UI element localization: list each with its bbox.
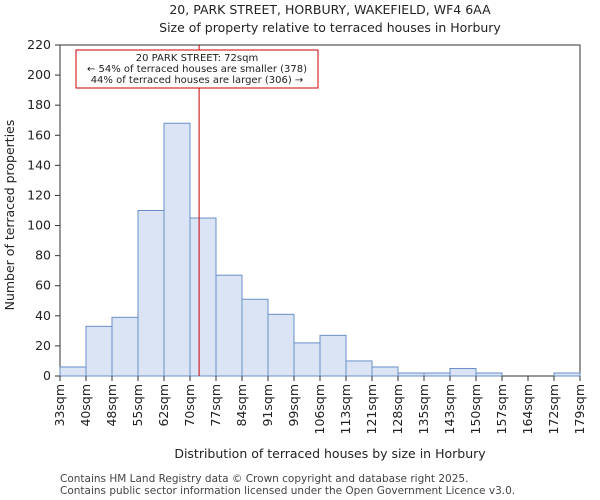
x-tick-label-106sqm: 106sqm xyxy=(312,384,327,434)
x-tick-label-157sqm: 157sqm xyxy=(494,384,509,434)
y-tick-label-20: 20 xyxy=(35,338,51,353)
footer-line-1: Contains HM Land Registry data © Crown c… xyxy=(60,473,469,485)
annotation-border xyxy=(75,49,319,89)
bar-106sqm xyxy=(319,334,347,377)
y-tick-label-220: 220 xyxy=(27,37,51,52)
annotation-line-3: 44% of terraced houses are larger (306) … xyxy=(91,75,304,86)
bar-121sqm xyxy=(371,366,399,377)
bar-143sqm xyxy=(449,367,477,377)
x-tick-label-48sqm: 48sqm xyxy=(104,384,119,427)
bar-172sqm xyxy=(553,372,581,377)
bar-91sqm xyxy=(267,313,295,377)
x-tick-label-91sqm: 91sqm xyxy=(260,384,275,427)
y-axis-label: Number of terraced properties xyxy=(2,120,17,311)
bar-84sqm xyxy=(241,298,269,377)
bar-48sqm xyxy=(111,316,139,377)
bar-99sqm xyxy=(293,342,321,377)
x-tick-label-62sqm: 62sqm xyxy=(156,384,171,427)
bar-55sqm xyxy=(137,210,165,377)
footer-line-2: Contains public sector information licen… xyxy=(60,485,516,497)
annotation-line-2: ← 54% of terraced houses are smaller (37… xyxy=(87,64,307,75)
bar-77sqm xyxy=(215,274,243,377)
x-tick-label-179sqm: 179sqm xyxy=(572,384,587,434)
bar-150sqm xyxy=(475,372,503,377)
y-tick-label-200: 200 xyxy=(27,67,51,82)
x-tick-label-164sqm: 164sqm xyxy=(520,384,535,434)
x-tick-label-55sqm: 55sqm xyxy=(130,384,145,427)
bars-group xyxy=(59,122,581,377)
bar-70sqm xyxy=(189,217,217,377)
bar-128sqm xyxy=(397,372,425,377)
y-axis-ticks: 0 20 40 60 80 100 120 140 160 180 200 220 xyxy=(27,37,60,383)
x-tick-label-143sqm: 143sqm xyxy=(442,384,457,434)
x-tick-label-121sqm: 121sqm xyxy=(364,384,379,434)
bar-40sqm xyxy=(85,325,113,377)
x-tick-label-70sqm: 70sqm xyxy=(182,384,197,427)
x-tick-label-172sqm: 172sqm xyxy=(546,384,561,434)
x-tick-label-113sqm: 113sqm xyxy=(338,384,353,434)
x-tick-label-77sqm: 77sqm xyxy=(208,384,223,427)
histogram-chart: 20, PARK STREET, HORBURY, WAKEFIELD, WF4… xyxy=(2,2,587,461)
bar-62sqm xyxy=(163,122,191,377)
chart-title: 20, PARK STREET, HORBURY, WAKEFIELD, WF4… xyxy=(169,2,491,17)
annotation-box: 20 PARK STREET: 72sqm ← 54% of terraced … xyxy=(75,49,319,89)
y-tick-label-60: 60 xyxy=(35,278,51,293)
x-tick-label-128sqm: 128sqm xyxy=(390,384,405,434)
bar-113sqm xyxy=(345,360,373,377)
y-tick-label-80: 80 xyxy=(35,248,51,263)
y-tick-label-120: 120 xyxy=(27,187,51,202)
y-tick-label-0: 0 xyxy=(43,368,51,383)
x-tick-label-33sqm: 33sqm xyxy=(52,384,67,427)
y-tick-label-100: 100 xyxy=(27,218,51,233)
x-tick-label-135sqm: 135sqm xyxy=(416,384,431,434)
x-tick-label-84sqm: 84sqm xyxy=(234,384,249,427)
bar-135sqm xyxy=(423,372,451,377)
annotation-line-1: 20 PARK STREET: 72sqm xyxy=(136,53,258,64)
chart-subtitle: Size of property relative to terraced ho… xyxy=(159,20,501,35)
y-tick-label-160: 160 xyxy=(27,127,51,142)
bar-33sqm xyxy=(59,366,87,377)
x-tick-label-150sqm: 150sqm xyxy=(468,384,483,434)
x-tick-label-40sqm: 40sqm xyxy=(78,384,93,427)
y-tick-label-180: 180 xyxy=(27,97,51,112)
x-tick-label-99sqm: 99sqm xyxy=(286,384,301,427)
x-axis-ticks: 33sqm 40sqm 48sqm 55sqm 62sqm 70sqm 77sqm 84sqm… xyxy=(52,376,587,434)
y-tick-label-40: 40 xyxy=(35,308,51,323)
x-axis-label: Distribution of terraced houses by size … xyxy=(174,446,486,461)
y-tick-label-140: 140 xyxy=(27,157,51,172)
